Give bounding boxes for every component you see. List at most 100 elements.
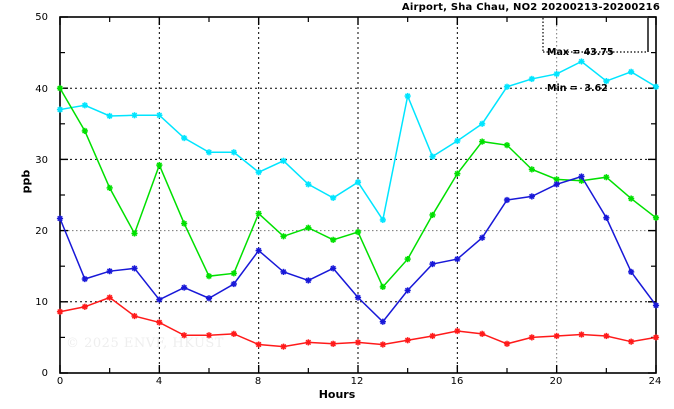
data-point-marker (628, 68, 635, 75)
data-point-marker (578, 58, 585, 65)
data-point-marker (528, 334, 535, 341)
data-point-marker (156, 112, 163, 119)
y-tick-label-10: 10 (35, 297, 48, 308)
data-point-marker (330, 194, 337, 201)
series-cyan (56, 58, 660, 224)
data-point-marker (131, 265, 138, 272)
data-point-marker (553, 70, 560, 78)
data-point-marker (454, 327, 461, 335)
data-point-marker (603, 77, 610, 85)
data-point-marker (131, 312, 138, 320)
data-point-marker (479, 234, 486, 241)
data-point-marker (652, 334, 660, 341)
data-point-marker (379, 216, 386, 224)
data-point-marker (528, 75, 535, 83)
y-tick-label-20: 20 (35, 226, 48, 237)
data-point-marker (528, 166, 535, 173)
data-point-marker (652, 83, 660, 90)
data-point-marker (81, 102, 88, 109)
data-point-marker (404, 337, 411, 344)
data-point-marker (628, 268, 635, 275)
data-point-marker (106, 294, 113, 301)
data-point-marker (205, 273, 213, 280)
data-point-marker (230, 330, 237, 337)
data-point-marker (553, 181, 560, 188)
data-point-marker (354, 339, 362, 346)
data-point-marker (156, 161, 163, 169)
data-point-marker (454, 255, 461, 263)
data-point-marker (280, 343, 287, 350)
data-point-marker (205, 149, 213, 156)
data-point-marker (429, 153, 436, 160)
data-point-marker (181, 134, 188, 142)
x-tick-label-24: 24 (648, 376, 662, 387)
series-green (56, 85, 660, 290)
data-point-marker (255, 210, 262, 217)
data-point-marker (652, 214, 660, 221)
data-point-marker (205, 295, 213, 302)
data-point-marker (156, 319, 163, 326)
data-point-marker (330, 236, 337, 243)
data-point-marker (230, 270, 237, 277)
data-point-marker (528, 193, 535, 200)
data-point-marker (354, 228, 362, 236)
data-point-marker (553, 332, 560, 340)
grid-lines (60, 17, 656, 373)
data-point-marker (131, 230, 138, 237)
data-point-marker (330, 340, 337, 347)
data-point-marker (255, 341, 262, 348)
data-point-marker (330, 265, 337, 272)
data-point-marker (479, 120, 486, 127)
data-point-marker (429, 332, 436, 340)
data-series-layer (56, 58, 660, 350)
data-point-marker (379, 318, 386, 325)
data-point-marker (255, 247, 262, 254)
data-point-marker (429, 260, 436, 268)
series-red (56, 294, 660, 350)
chart-title: Airport, Sha Chau, NO2 20200213-20200216 (401, 2, 660, 13)
data-point-marker (81, 127, 88, 135)
axis-ticks (59, 16, 657, 374)
data-point-marker (181, 332, 188, 339)
data-point-marker (503, 83, 511, 90)
stats-box-border (542, 18, 649, 53)
y-tick-label-50: 50 (35, 12, 48, 23)
data-point-marker (429, 211, 436, 219)
data-point-marker (81, 303, 88, 310)
data-point-marker (280, 233, 287, 240)
data-point-marker (354, 179, 362, 186)
y-tick-label-0: 0 (41, 368, 48, 379)
data-point-marker (56, 85, 64, 92)
x-tick-label-20: 20 (549, 376, 563, 387)
data-point-marker (479, 138, 486, 145)
data-point-marker (255, 169, 262, 176)
data-point-marker (503, 196, 511, 204)
data-point-marker (131, 112, 138, 119)
data-point-marker (230, 280, 237, 288)
data-point-marker (628, 338, 635, 345)
data-point-marker (404, 92, 411, 100)
data-point-marker (305, 224, 312, 231)
y-tick-label-40: 40 (35, 84, 48, 95)
data-point-marker (56, 215, 64, 222)
data-point-marker (181, 284, 188, 291)
data-point-marker (652, 302, 660, 309)
data-point-marker (106, 268, 113, 275)
data-point-marker (305, 339, 312, 346)
data-point-marker (578, 173, 585, 180)
data-point-marker (181, 220, 188, 227)
data-point-marker (503, 142, 511, 149)
series-blue (56, 173, 660, 325)
data-point-marker (305, 181, 312, 188)
data-point-marker (305, 277, 312, 284)
x-axis-label: Hours (318, 388, 356, 401)
data-point-marker (603, 332, 610, 340)
data-point-marker (205, 332, 213, 339)
data-point-marker (379, 283, 386, 290)
data-point-marker (354, 294, 362, 301)
x-tick-label-4: 4 (155, 376, 163, 387)
data-point-marker (379, 341, 386, 348)
data-point-marker (553, 176, 560, 183)
data-point-marker (503, 340, 511, 347)
